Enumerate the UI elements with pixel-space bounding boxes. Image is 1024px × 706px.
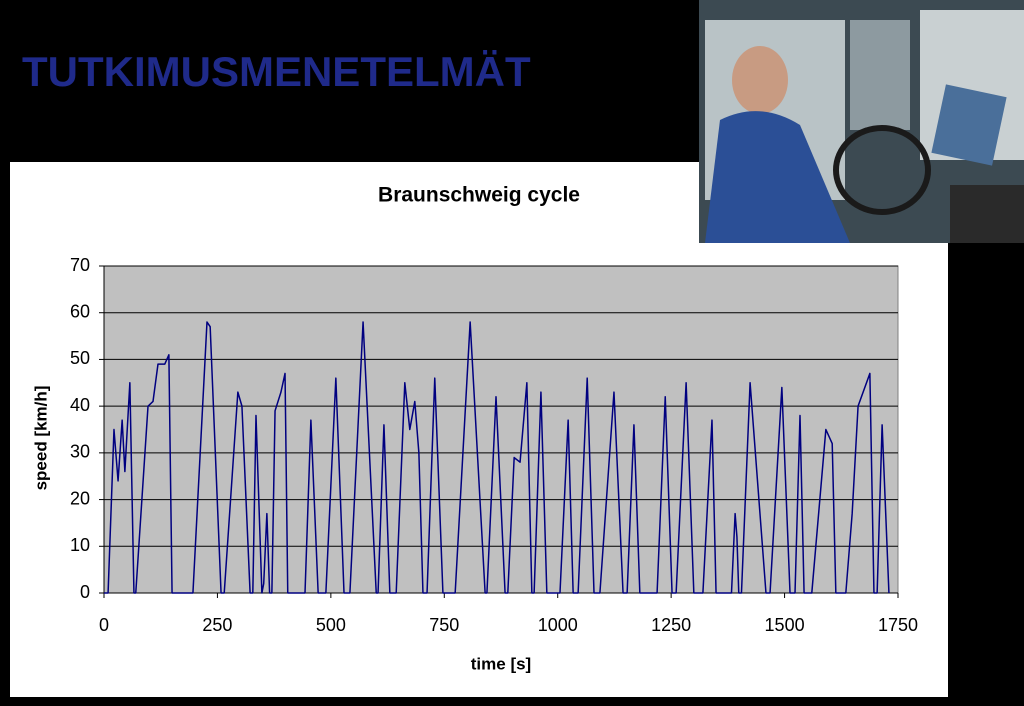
- plot-area: [103, 265, 899, 594]
- speed-line: [104, 321, 890, 594]
- chart-title: Braunschweig cycle: [378, 184, 580, 207]
- photo: [699, 0, 1024, 243]
- x-tick-label: 1250: [651, 615, 691, 635]
- y-tick-label: 60: [70, 301, 90, 321]
- y-tick-label: 70: [70, 255, 90, 275]
- y-tick-label: 0: [80, 582, 90, 602]
- y-tick-label: 10: [70, 535, 90, 555]
- x-tick-label: 1000: [538, 615, 578, 635]
- slide-title: TUTKIMUSMENETELMÄT: [22, 48, 531, 95]
- x-tick-label: 750: [429, 615, 459, 635]
- y-tick-label: 40: [70, 395, 90, 415]
- x-tick-label: 1500: [765, 615, 805, 635]
- y-tick-label: 50: [70, 348, 90, 368]
- y-axis-label: speed [km/h]: [31, 386, 50, 491]
- x-tick-label: 500: [316, 615, 346, 635]
- x-tick-label: 0: [99, 615, 109, 635]
- y-tick-label: 20: [70, 488, 90, 508]
- x-tick-label: 250: [202, 615, 232, 635]
- x-tick-label: 1750: [878, 615, 918, 635]
- y-tick-label: 30: [70, 442, 90, 462]
- x-axis-label: time [s]: [471, 654, 531, 673]
